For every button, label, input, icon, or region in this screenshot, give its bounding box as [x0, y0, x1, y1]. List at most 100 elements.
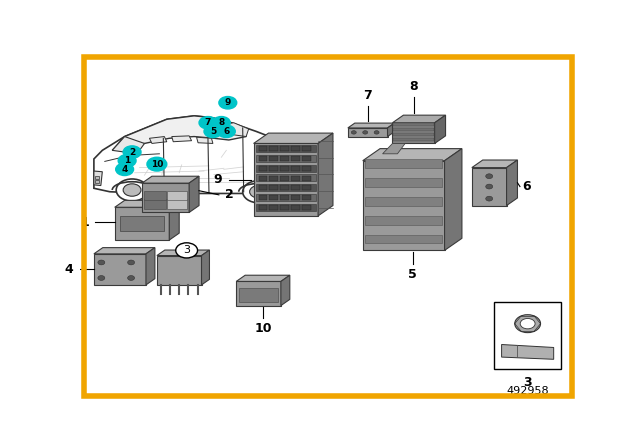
Polygon shape: [472, 160, 518, 168]
Text: 1: 1: [124, 156, 131, 165]
Polygon shape: [348, 123, 394, 128]
Bar: [256, 194, 316, 201]
Polygon shape: [94, 248, 155, 254]
Bar: [291, 205, 300, 210]
Polygon shape: [383, 143, 405, 154]
Circle shape: [147, 157, 167, 171]
Bar: [302, 146, 311, 151]
Polygon shape: [253, 133, 333, 143]
Bar: [392, 123, 435, 143]
Bar: [269, 146, 278, 151]
Bar: [348, 128, 388, 137]
Circle shape: [351, 131, 356, 134]
Bar: [115, 207, 169, 240]
Bar: [280, 205, 289, 210]
Bar: [94, 254, 146, 285]
Bar: [120, 216, 164, 232]
Circle shape: [98, 276, 105, 280]
Text: 8: 8: [218, 118, 225, 127]
Bar: [291, 146, 300, 151]
Text: 5: 5: [408, 268, 417, 281]
Polygon shape: [435, 115, 445, 143]
Bar: [302, 185, 311, 190]
Text: 3: 3: [524, 376, 532, 389]
Bar: [259, 195, 268, 200]
Polygon shape: [115, 200, 179, 207]
Bar: [291, 156, 300, 161]
Polygon shape: [318, 133, 333, 216]
Bar: [253, 143, 318, 216]
Text: 8: 8: [409, 81, 418, 94]
Bar: [280, 156, 289, 161]
Polygon shape: [281, 275, 290, 306]
Polygon shape: [146, 248, 155, 285]
Polygon shape: [169, 200, 179, 240]
Bar: [256, 155, 316, 162]
Circle shape: [123, 146, 141, 158]
Circle shape: [127, 260, 134, 265]
Circle shape: [98, 260, 105, 265]
Bar: [302, 156, 311, 161]
Bar: [291, 185, 300, 190]
Bar: [302, 205, 311, 210]
Bar: [291, 195, 300, 200]
Bar: [236, 281, 281, 306]
Circle shape: [199, 116, 217, 129]
Circle shape: [212, 116, 230, 129]
Text: 7: 7: [364, 89, 372, 102]
Bar: [259, 146, 268, 151]
Text: 2: 2: [129, 147, 135, 156]
Polygon shape: [392, 115, 445, 123]
Bar: [142, 183, 189, 212]
Bar: [363, 161, 445, 250]
Bar: [256, 174, 316, 181]
Text: 4: 4: [122, 165, 128, 174]
Bar: [259, 176, 268, 181]
Bar: [259, 166, 268, 171]
Bar: [280, 176, 289, 181]
Text: 6: 6: [223, 127, 230, 136]
Bar: [259, 185, 268, 190]
Circle shape: [486, 196, 493, 201]
Circle shape: [218, 125, 236, 138]
Bar: [302, 176, 311, 181]
Bar: [394, 123, 434, 125]
Bar: [472, 168, 507, 206]
Bar: [157, 255, 202, 285]
Circle shape: [363, 131, 368, 134]
Polygon shape: [196, 137, 213, 143]
Bar: [280, 166, 289, 171]
Bar: [365, 235, 442, 244]
Polygon shape: [502, 345, 554, 359]
Bar: [394, 128, 434, 130]
Text: 10: 10: [150, 159, 163, 168]
Bar: [239, 289, 278, 302]
Bar: [494, 302, 561, 370]
Bar: [166, 199, 187, 209]
Bar: [394, 138, 434, 141]
Text: 3: 3: [183, 246, 190, 255]
Bar: [280, 185, 289, 190]
Text: 10: 10: [254, 322, 272, 335]
Polygon shape: [388, 123, 394, 137]
Text: 4: 4: [64, 263, 73, 276]
Bar: [256, 165, 316, 172]
Polygon shape: [445, 149, 462, 250]
Bar: [269, 195, 278, 200]
Bar: [256, 184, 316, 191]
Polygon shape: [507, 160, 518, 206]
Bar: [365, 197, 442, 206]
Bar: [302, 195, 311, 200]
Bar: [365, 216, 442, 224]
Polygon shape: [363, 149, 462, 161]
Circle shape: [219, 96, 237, 109]
Text: 5: 5: [210, 127, 216, 136]
Bar: [95, 180, 99, 183]
Circle shape: [176, 243, 198, 258]
Bar: [291, 176, 300, 181]
Text: 7: 7: [205, 118, 211, 127]
Bar: [259, 205, 268, 210]
Circle shape: [116, 179, 148, 201]
Circle shape: [515, 314, 541, 332]
Polygon shape: [224, 123, 249, 137]
